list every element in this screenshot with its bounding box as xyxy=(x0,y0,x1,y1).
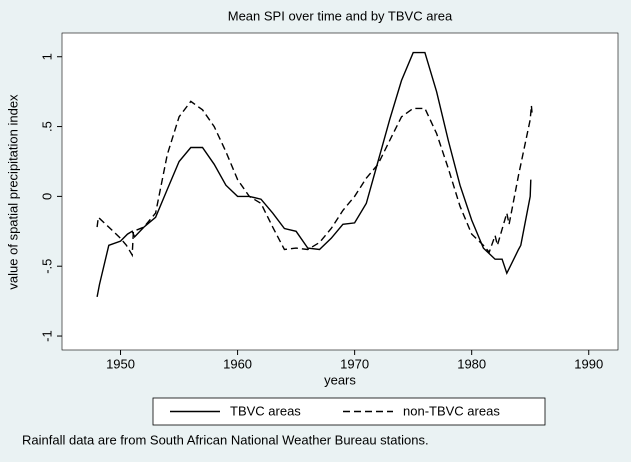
legend-label: non-TBVC areas xyxy=(403,403,500,418)
x-tick-label: 1960 xyxy=(223,356,252,371)
x-tick-label: 1950 xyxy=(106,356,135,371)
note: Rainfall data are from South African Nat… xyxy=(22,432,429,447)
series-line xyxy=(96,51,532,298)
x-tick-label: 1990 xyxy=(574,356,603,371)
y-tick-label: .5 xyxy=(39,121,54,132)
y-tick-label: 1 xyxy=(39,53,54,60)
legend-label: TBVC areas xyxy=(230,403,301,418)
y-axis-label: value of spatial precipitation index xyxy=(5,94,20,290)
plot-area xyxy=(61,32,619,351)
x-axis-label: years xyxy=(324,372,356,387)
series-line xyxy=(96,100,533,258)
y-tick-label: -1 xyxy=(39,330,54,342)
y-tick-label: -.5 xyxy=(39,259,54,274)
chart-title: Mean SPI over time and by TBVC area xyxy=(228,8,453,23)
y-tick-label: 0 xyxy=(39,193,54,200)
x-tick-label: 1980 xyxy=(457,356,486,371)
x-tick-label: 1970 xyxy=(340,356,369,371)
